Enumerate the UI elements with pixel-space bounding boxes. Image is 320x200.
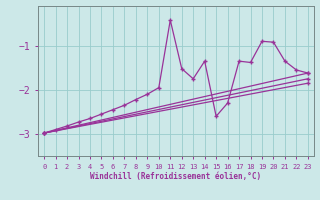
X-axis label: Windchill (Refroidissement éolien,°C): Windchill (Refroidissement éolien,°C) xyxy=(91,172,261,181)
